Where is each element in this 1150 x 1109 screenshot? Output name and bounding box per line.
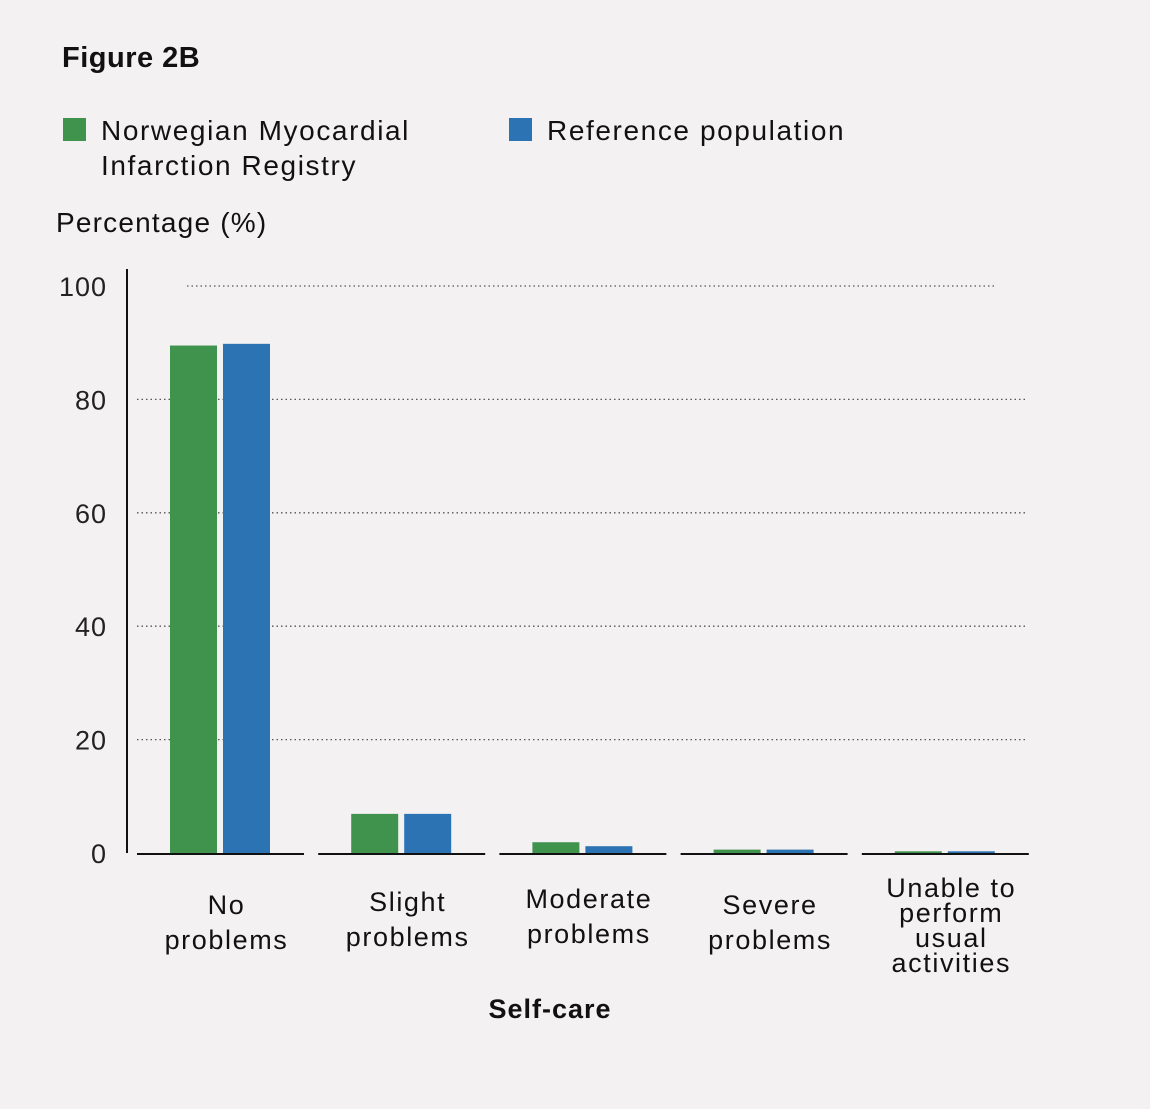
x-tick-label: Moderate problems (489, 882, 689, 952)
y-tick-label: 100 (59, 272, 107, 302)
legend-swatch-blue (509, 118, 532, 141)
legend-label: Norwegian Myocardial Infarction Registry (101, 115, 411, 181)
y-tick-label: 40 (75, 612, 107, 642)
y-tick-label: 80 (75, 385, 107, 415)
y-axis-label: Percentage (%) (56, 207, 268, 238)
legend-label: Reference population (547, 115, 846, 146)
bar (894, 851, 942, 853)
x-tick-label-line: perform (899, 898, 1004, 928)
y-tick-label: 60 (75, 499, 107, 529)
bar (223, 343, 270, 853)
bar (532, 842, 580, 853)
x-tick-label-line: Severe (722, 890, 818, 920)
x-tick-label-line: Moderate (525, 884, 653, 914)
x-tick-label: Unable to perform usual activities (851, 873, 1051, 978)
legend-swatch-green (63, 118, 86, 141)
figure-title: Figure 2B (62, 42, 201, 74)
legend-item-reference-population: Reference population (509, 113, 907, 148)
x-tick-label-line: No (207, 890, 246, 920)
x-tick-label-line: usual (915, 923, 988, 953)
x-tick-label: No problems (127, 888, 327, 958)
x-tick-label-line: problems (526, 919, 651, 949)
x-tick-label-line: problems (164, 925, 289, 955)
bar (947, 851, 995, 853)
bar (351, 813, 399, 853)
x-tick-label: Slight problems (308, 885, 508, 955)
x-tick-label-line: problems (708, 925, 833, 955)
x-tick-label: Severe problems (670, 888, 870, 958)
x-tick-label-line: Unable to (886, 873, 1017, 903)
bar (713, 849, 761, 853)
y-tick-label: 0 (91, 839, 107, 869)
x-tick-label-line: problems (345, 922, 470, 952)
bar (585, 846, 633, 853)
x-tick-label-line: activities (891, 948, 1012, 978)
x-tick-label-line: Slight (369, 887, 447, 917)
x-axis-label: Self-care (488, 994, 612, 1024)
bar (170, 345, 217, 853)
bar (404, 813, 452, 853)
legend-item-norwegian-registry: Norwegian Myocardial Infarction Registry (63, 113, 461, 183)
bar (766, 849, 814, 853)
y-tick-label: 20 (75, 726, 107, 756)
